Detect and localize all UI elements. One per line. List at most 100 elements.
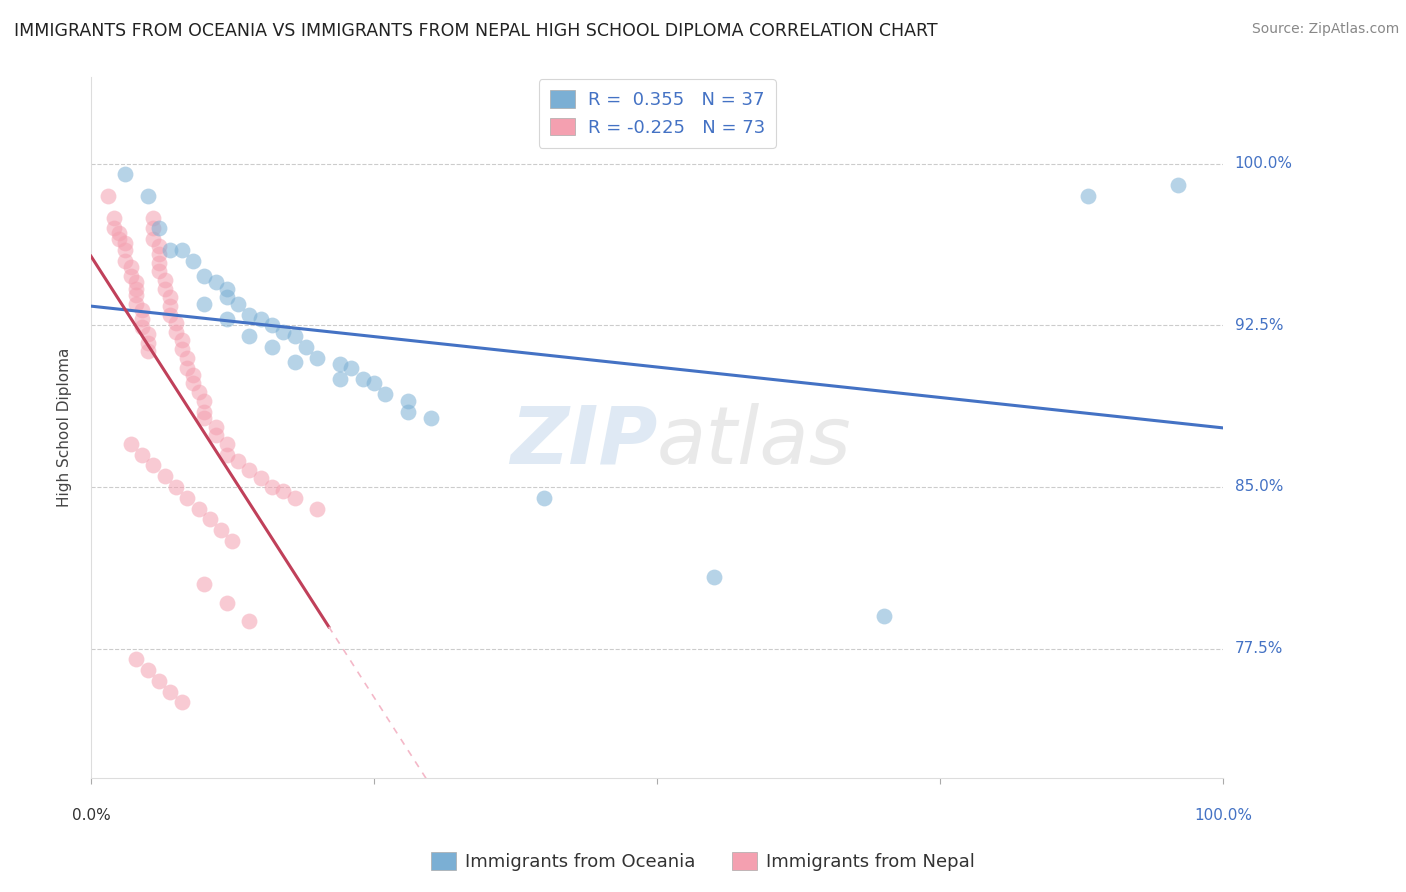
Point bbox=[103, 221, 125, 235]
Point bbox=[198, 512, 221, 526]
Point bbox=[204, 419, 226, 434]
Point bbox=[170, 334, 193, 348]
Point bbox=[114, 236, 136, 251]
Point bbox=[193, 297, 215, 311]
Point bbox=[136, 326, 159, 341]
Point bbox=[307, 351, 329, 365]
Point bbox=[1077, 189, 1099, 203]
Point bbox=[159, 308, 181, 322]
Point bbox=[363, 376, 385, 391]
Point bbox=[204, 428, 226, 442]
Point bbox=[352, 372, 374, 386]
Text: 77.5%: 77.5% bbox=[1234, 641, 1282, 657]
Point bbox=[193, 411, 215, 425]
Point bbox=[131, 448, 153, 462]
Point bbox=[159, 243, 181, 257]
Point bbox=[181, 376, 204, 391]
Point bbox=[148, 247, 170, 261]
Point bbox=[238, 308, 260, 322]
Point bbox=[103, 211, 125, 225]
Point bbox=[125, 275, 148, 289]
Point bbox=[165, 325, 187, 339]
Point bbox=[114, 168, 136, 182]
Point bbox=[148, 238, 170, 252]
Point bbox=[136, 344, 159, 359]
Point bbox=[193, 404, 215, 418]
Point bbox=[159, 290, 181, 304]
Text: IMMIGRANTS FROM OCEANIA VS IMMIGRANTS FROM NEPAL HIGH SCHOOL DIPLOMA CORRELATION: IMMIGRANTS FROM OCEANIA VS IMMIGRANTS FR… bbox=[14, 22, 938, 40]
Point bbox=[273, 484, 295, 499]
Point bbox=[131, 311, 153, 326]
Point bbox=[374, 387, 396, 401]
Point bbox=[125, 288, 148, 302]
Point bbox=[131, 303, 153, 318]
Point bbox=[125, 652, 148, 666]
Point bbox=[204, 275, 226, 289]
Point bbox=[142, 211, 165, 225]
Point bbox=[284, 329, 307, 343]
Point bbox=[120, 260, 142, 274]
Text: 0.0%: 0.0% bbox=[72, 808, 110, 823]
Point bbox=[284, 355, 307, 369]
Point bbox=[215, 448, 238, 462]
Point bbox=[419, 411, 441, 425]
Point bbox=[176, 491, 198, 505]
Point bbox=[125, 282, 148, 296]
Point bbox=[329, 372, 352, 386]
Point bbox=[181, 253, 204, 268]
Point bbox=[262, 480, 284, 494]
Point bbox=[170, 342, 193, 356]
Point bbox=[108, 226, 131, 240]
Text: 100.0%: 100.0% bbox=[1234, 156, 1292, 171]
Point bbox=[97, 189, 120, 203]
Point bbox=[108, 232, 131, 246]
Text: Source: ZipAtlas.com: Source: ZipAtlas.com bbox=[1251, 22, 1399, 37]
Text: 100.0%: 100.0% bbox=[1195, 808, 1253, 823]
Point bbox=[136, 189, 159, 203]
Point bbox=[181, 368, 204, 382]
Point bbox=[153, 273, 176, 287]
Text: atlas: atlas bbox=[657, 402, 852, 481]
Point bbox=[295, 340, 318, 354]
Point bbox=[142, 458, 165, 473]
Point bbox=[396, 393, 419, 408]
Point bbox=[1167, 178, 1189, 193]
Point bbox=[209, 523, 232, 537]
Point bbox=[249, 311, 271, 326]
Point bbox=[176, 361, 198, 376]
Point bbox=[136, 663, 159, 677]
Point bbox=[249, 471, 271, 485]
Point bbox=[148, 264, 170, 278]
Point bbox=[193, 393, 215, 408]
Point bbox=[159, 684, 181, 698]
Point bbox=[187, 501, 209, 516]
Point bbox=[159, 299, 181, 313]
Y-axis label: High School Diploma: High School Diploma bbox=[58, 348, 72, 508]
Point bbox=[284, 491, 307, 505]
Point bbox=[153, 469, 176, 483]
Text: 85.0%: 85.0% bbox=[1234, 480, 1282, 494]
Point bbox=[340, 361, 363, 376]
Point bbox=[170, 696, 193, 710]
Point bbox=[114, 243, 136, 257]
Point bbox=[142, 232, 165, 246]
Point bbox=[148, 256, 170, 270]
Point bbox=[226, 297, 249, 311]
Point bbox=[215, 290, 238, 304]
Point bbox=[307, 501, 329, 516]
Point bbox=[131, 320, 153, 334]
Point bbox=[153, 282, 176, 296]
Point bbox=[193, 577, 215, 591]
Point bbox=[193, 268, 215, 283]
Point bbox=[120, 268, 142, 283]
Text: ZIP: ZIP bbox=[510, 402, 657, 481]
Point bbox=[125, 297, 148, 311]
Point bbox=[396, 404, 419, 418]
Point bbox=[170, 243, 193, 257]
Point bbox=[136, 335, 159, 350]
Point bbox=[215, 596, 238, 610]
Point bbox=[176, 351, 198, 365]
Point bbox=[148, 221, 170, 235]
Point bbox=[262, 318, 284, 333]
Point bbox=[533, 491, 555, 505]
